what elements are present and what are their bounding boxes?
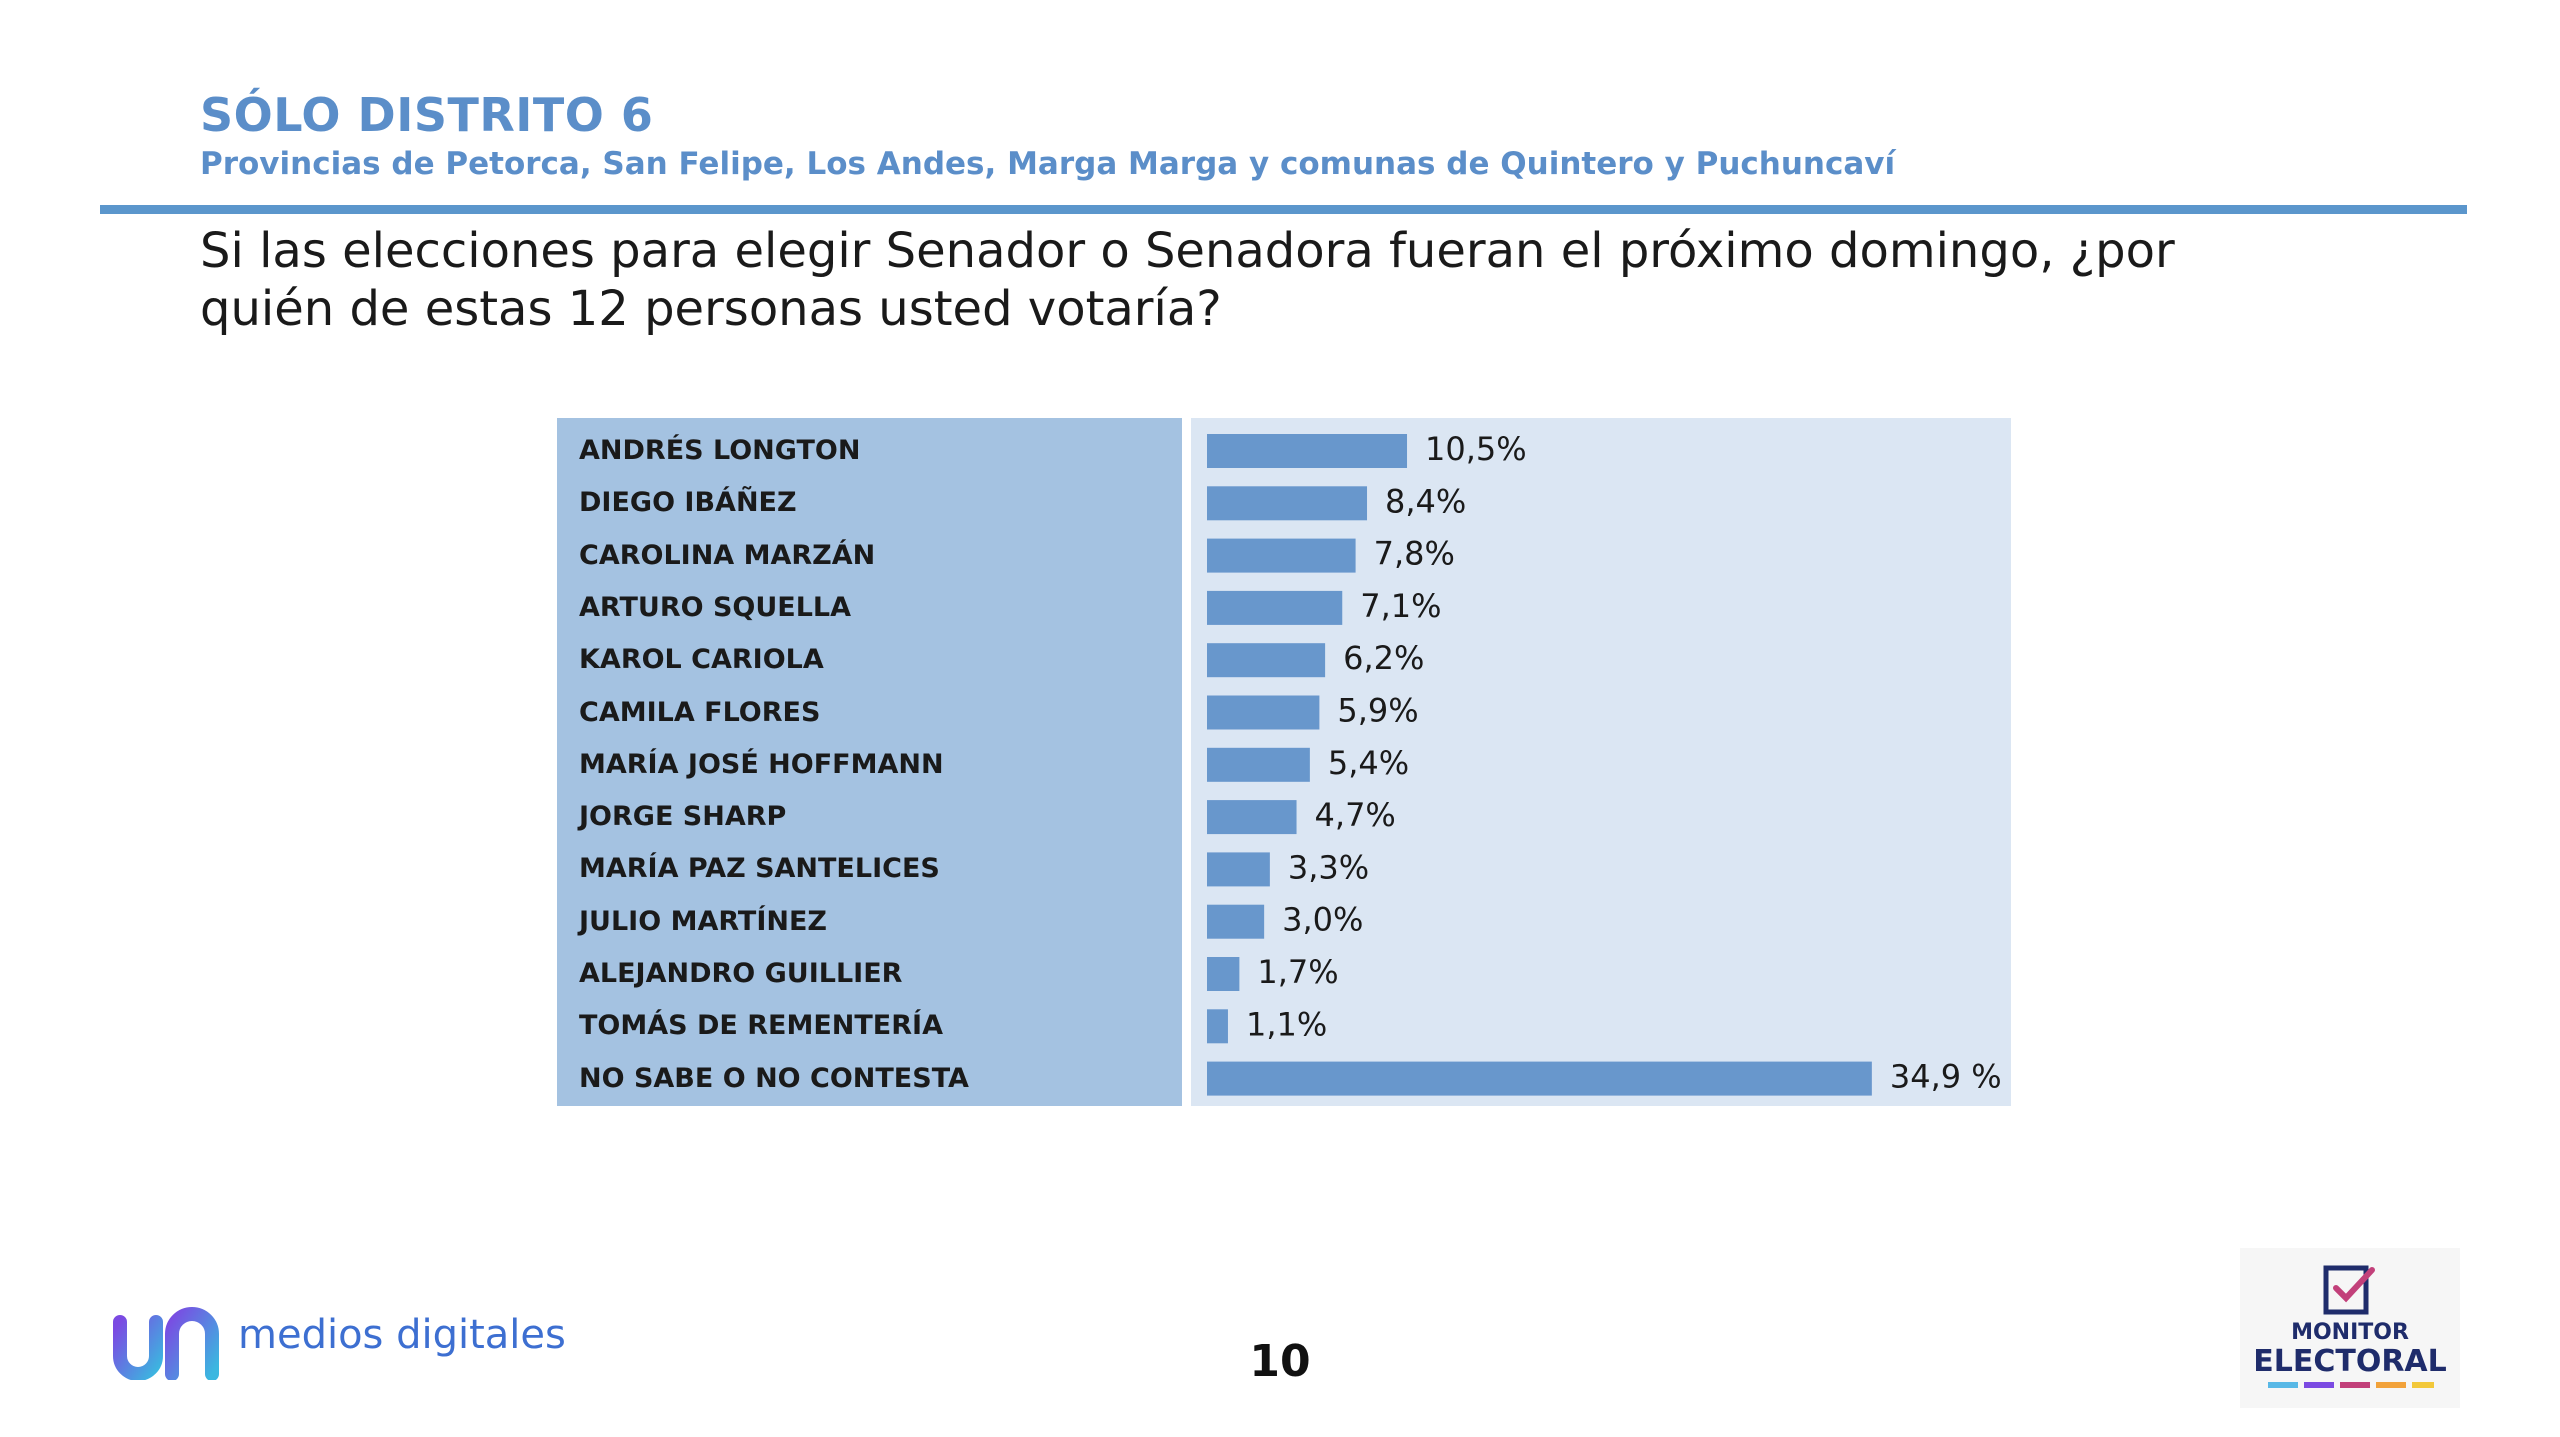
bar xyxy=(1207,747,1310,782)
data-label: 5,9% xyxy=(1337,692,1418,730)
page-title: SÓLO DISTRITO 6 xyxy=(200,88,654,142)
category-label: JORGE SHARP xyxy=(579,801,787,833)
page-subtitle: Provincias de Petorca, San Felipe, Los A… xyxy=(200,146,1896,182)
bar xyxy=(1207,538,1356,573)
data-label: 34,9 % xyxy=(1890,1058,2002,1096)
bar xyxy=(1207,800,1297,835)
medios-digitales-logo-text: medios digitales xyxy=(238,1312,566,1358)
monitor-logo-line1: MONITOR xyxy=(2291,1320,2409,1345)
bar xyxy=(1207,590,1343,625)
bar xyxy=(1207,1009,1228,1044)
category-label: DIEGO IBÁÑEZ xyxy=(579,487,797,519)
bar xyxy=(1207,486,1368,521)
color-dashes-icon xyxy=(2268,1382,2434,1388)
category-label: ANDRÉS LONGTON xyxy=(579,435,861,466)
category-label: MARÍA JOSÉ HOFFMANN xyxy=(579,748,944,780)
data-label: 7,8% xyxy=(1374,535,1455,573)
header-divider xyxy=(100,205,2467,214)
survey-question: Si las elecciones para elegir Senador o … xyxy=(200,223,2175,337)
data-label: 10,5% xyxy=(1425,430,1527,468)
monitor-logo-line2: ELECTORAL xyxy=(2253,1344,2447,1379)
data-label: 7,1% xyxy=(1360,587,1441,625)
page-number: 10 xyxy=(1249,1336,1311,1387)
bar xyxy=(1207,904,1265,939)
data-label: 8,4% xyxy=(1385,482,1466,520)
category-label: CAROLINA MARZÁN xyxy=(579,539,876,571)
category-label: JULIO MARTÍNEZ xyxy=(579,905,827,937)
monitor-electoral-logo: MONITOR ELECTORAL xyxy=(2240,1248,2460,1408)
bars-svg: 10,5% 8,4% 7,8% 7,1% 6,2% 5,9% 5,4% 4,7% 3,3% 3,0… xyxy=(1207,430,2002,1096)
ballot-check-icon xyxy=(2323,1265,2375,1315)
bar xyxy=(1207,643,1326,678)
bar xyxy=(1207,1061,1872,1096)
category-label: NO SABE O NO CONTESTA xyxy=(579,1062,969,1094)
category-label: ARTURO SQUELLA xyxy=(579,591,852,623)
category-label: ALEJANDRO GUILLIER xyxy=(579,958,903,989)
bar xyxy=(1207,434,1408,468)
bar-panel xyxy=(1191,418,2011,1106)
bar xyxy=(1207,695,1320,730)
data-label: 1,7% xyxy=(1257,953,1338,991)
category-label: MARÍA PAZ SANTELICES xyxy=(579,853,940,885)
data-label: 6,2% xyxy=(1343,639,1424,677)
data-label: 4,7% xyxy=(1315,796,1396,834)
data-label: 1,1% xyxy=(1246,1005,1327,1043)
data-label: 5,4% xyxy=(1328,744,1409,782)
category-label: TOMÁS DE REMENTERÍA xyxy=(579,1010,943,1042)
data-label: 3,3% xyxy=(1288,848,1369,886)
category-label-panel: ANDRÉS LONGTON DIEGO IBÁÑEZ CAROLINA MARZÁ… xyxy=(557,418,1182,1106)
data-label: 3,0% xyxy=(1282,901,1363,939)
medios-digitales-logo-icon xyxy=(113,1307,219,1380)
category-label: KAROL CARIOLA xyxy=(579,644,824,676)
bar xyxy=(1207,957,1240,991)
bar xyxy=(1207,852,1270,887)
bar-chart: ANDRÉS LONGTON DIEGO IBÁÑEZ CAROLINA MARZÁ… xyxy=(557,418,2011,1106)
category-label: CAMILA FLORES xyxy=(579,696,821,728)
